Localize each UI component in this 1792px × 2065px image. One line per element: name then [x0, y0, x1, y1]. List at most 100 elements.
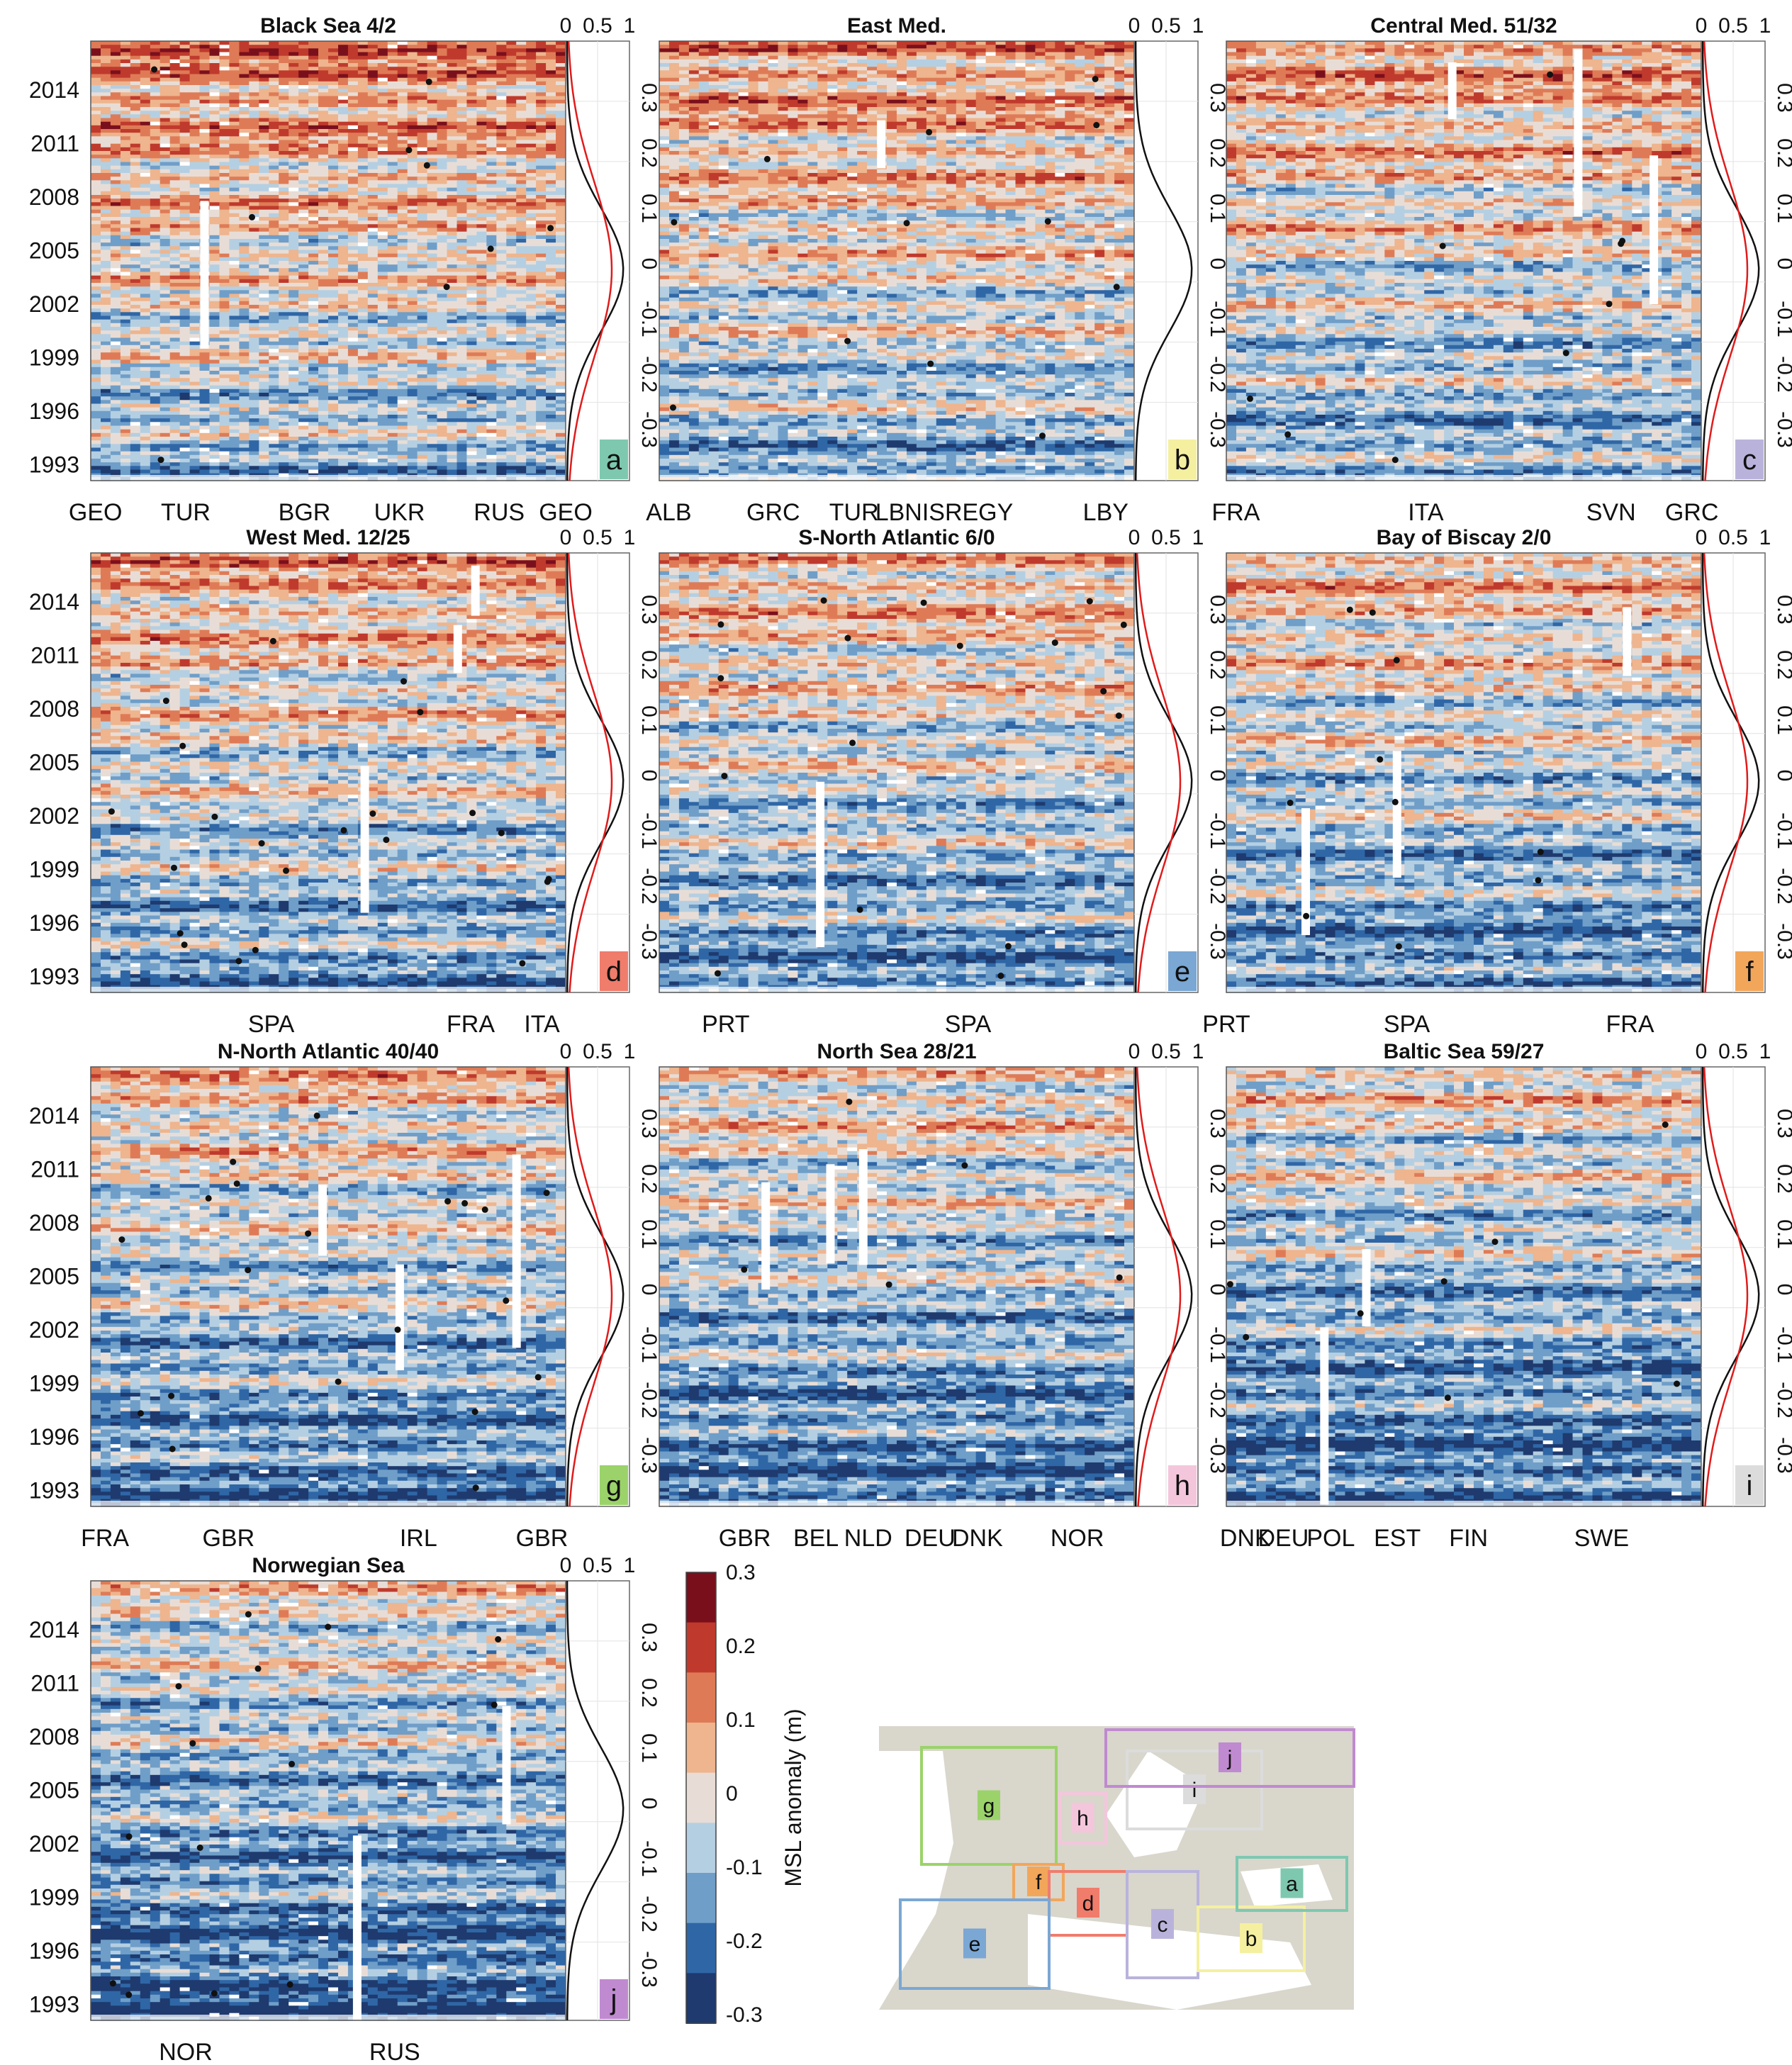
heat-cell: [496, 228, 507, 233]
heat-cell: [358, 250, 369, 254]
heat-cell: [457, 60, 468, 64]
heat-cell: [160, 239, 171, 243]
heat-cell: [466, 217, 477, 221]
heat-cell: [279, 242, 289, 247]
heat-cell: [447, 177, 458, 181]
heat-cell: [378, 250, 388, 254]
heat-cell: [437, 41, 448, 45]
heat-cell: [358, 100, 369, 104]
heat-cell: [220, 144, 230, 148]
heat-cell: [338, 100, 349, 104]
heat-cell: [121, 158, 131, 162]
heat-cell: [536, 89, 547, 93]
heat-cell: [447, 45, 458, 49]
heat-cell: [546, 52, 556, 57]
heat-cell: [210, 155, 220, 159]
heat-cell: [259, 85, 269, 89]
heat-cell: [418, 144, 428, 148]
heat-cell: [536, 158, 547, 162]
heat-cell: [516, 114, 527, 118]
heat-cell: [229, 122, 240, 126]
heat-cell: [200, 169, 211, 174]
heat-cell: [269, 74, 279, 79]
heat-cell: [457, 202, 468, 206]
heat-cell: [358, 41, 369, 45]
heat-cell: [536, 133, 547, 137]
heat-cell: [190, 220, 201, 225]
heat-cell: [457, 48, 468, 52]
heat-cell: [398, 206, 408, 211]
heat-cell: [308, 235, 319, 240]
heat-cell: [91, 74, 101, 79]
heat-cell: [546, 63, 556, 67]
heat-cell: [506, 147, 517, 152]
heat-cell: [220, 195, 230, 199]
heat-cell: [358, 180, 369, 184]
heat-cell: [91, 100, 101, 104]
heat-cell: [239, 198, 250, 203]
heat-cell: [269, 169, 279, 174]
heat-cell: [259, 250, 269, 254]
heat-cell: [496, 82, 507, 86]
heat-cell: [239, 96, 250, 101]
heat-cell: [289, 191, 299, 196]
heat-cell: [259, 48, 269, 52]
heat-cell: [338, 114, 349, 118]
heat-cell: [210, 232, 220, 236]
heat-cell: [180, 133, 191, 137]
heat-cell: [91, 224, 101, 228]
heat-cell: [388, 188, 398, 192]
heat-cell: [466, 67, 477, 71]
heat-cell: [229, 184, 240, 189]
heat-cell: [298, 184, 309, 189]
heat-cell: [328, 250, 339, 254]
heat-cell: [279, 246, 289, 250]
heat-cell: [338, 246, 349, 250]
heat-cell: [121, 122, 131, 126]
heat-cell: [536, 63, 547, 67]
heat-cell: [140, 155, 151, 159]
heat-cell: [536, 129, 547, 133]
heat-cell: [111, 254, 121, 258]
heat-cell: [229, 70, 240, 74]
heat-cell: [526, 85, 537, 89]
heat-cell: [200, 162, 211, 167]
heat-cell: [536, 60, 547, 64]
heat-cell: [457, 250, 468, 254]
heat-cell: [506, 239, 517, 243]
heat-cell: [447, 125, 458, 130]
heat-cell: [437, 129, 448, 133]
heat-cell: [160, 177, 171, 181]
heat-cell: [516, 67, 527, 71]
heat-cell: [279, 239, 289, 243]
heat-cell: [229, 144, 240, 148]
heat-cell: [368, 96, 379, 101]
heat-cell: [466, 191, 477, 196]
heat-cell: [496, 202, 507, 206]
heat-cell: [526, 202, 537, 206]
heat-cell: [229, 56, 240, 60]
heat-cell: [506, 173, 517, 177]
heat-cell: [279, 118, 289, 123]
heat-cell: [556, 232, 566, 236]
heat-cell: [101, 173, 111, 177]
heat-cell: [121, 202, 131, 206]
heat-cell: [466, 140, 477, 145]
heat-cell: [556, 239, 566, 243]
heat-cell: [269, 45, 279, 49]
heat-cell: [180, 129, 191, 133]
heat-cell: [140, 82, 151, 86]
heat-cell: [328, 162, 339, 167]
heat-cell: [180, 70, 191, 74]
heat-cell: [476, 228, 487, 233]
heat-cell: [408, 210, 418, 214]
heat-cell: [229, 191, 240, 196]
heat-cell: [447, 239, 458, 243]
heat-cell: [140, 177, 151, 181]
heat-cell: [358, 63, 369, 67]
heat-cell: [259, 122, 269, 126]
heat-cell: [279, 136, 289, 140]
heat-cell: [516, 92, 527, 96]
heat-cell: [308, 125, 319, 130]
heat-cell: [427, 195, 438, 199]
